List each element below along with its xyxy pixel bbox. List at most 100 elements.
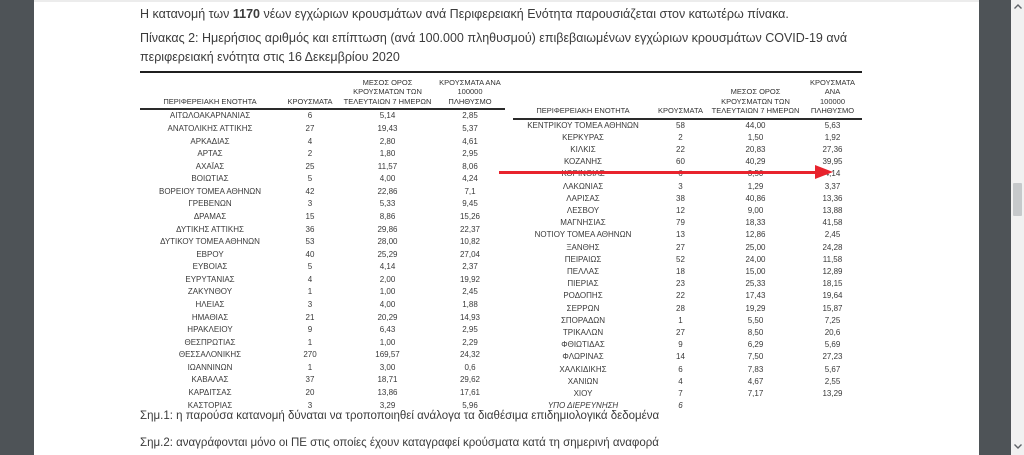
avg7-cell: 25,29 [377,249,398,259]
avg7-cell: 15,00 [745,266,766,276]
per100k-cell: 41,58 [822,218,843,228]
scrollbar-thumb[interactable] [1013,183,1022,216]
per100k-cell: 24,32 [459,350,481,360]
vertical-scrollbar[interactable] [1011,0,1024,455]
avg7-cell: 20,29 [377,312,398,322]
table-row: ΗΜΑΘΙΑΣ 21 20,29 14,93 [140,311,505,324]
per100k-cell: 5,37 [462,123,478,133]
table-row: ΒΟΙΩΤΙΑΣ 5 4,00 4,24 [140,173,505,186]
region-name-cell: ΑΡΚΑΔΙΑΣ [190,136,230,146]
avg7-cell: 5,14 [379,111,396,121]
per100k-cell: 18,15 [822,279,843,289]
cases-cell: 79 [676,218,685,228]
region-name-cell: ΣΕΡΡΩΝ [566,303,600,313]
per100k-cell: 13,88 [822,205,843,215]
cases-cell: 14 [676,352,685,362]
avg7-cell: 6,43 [379,325,396,335]
region-name-cell: ΠΕΛΛΑΣ [566,266,600,276]
avg7-cell: 5,33 [379,199,396,209]
region-name-cell: ΘΕΣΠΡΩΤΙΑΣ [184,337,236,347]
scroll-down-button[interactable] [1011,440,1024,453]
cases-cell: 4 [678,376,683,386]
per100k-cell: 1,88 [462,300,478,310]
region-name-cell: ΚΕΝΤΡΙΚΟΥ ΤΟΜΕΑ ΑΘΗΝΩΝ [527,120,639,130]
avg7-cell: 8,86 [379,211,396,221]
cases-tables: ΠΕΡΙΦΕΡΕΙΑΚΗ ΕΝΟΤΗΤΑ ΚΡΟΥΣΜΑΤΑ ΜΕΣΟΣ ΟΡΟ… [140,78,862,412]
per100k-cell: 24,28 [822,242,843,252]
avg7-cell: 9,00 [747,205,764,215]
table-row: ΑΧΑΪΑΣ 25 11,57 8,06 [140,160,505,173]
per100k-cell: 17,61 [459,388,481,398]
cases-cell: 2 [678,132,683,142]
avg7-cell: 29,86 [377,224,398,234]
region-name-cell: ΕΥΒΟΙΑΣ [192,262,228,272]
table-row: ΑΝΑΤΟΛΙΚΗΣ ΑΤΤΙΚΗΣ 27 19,43 5,37 [140,123,505,136]
avg7-cell: 8,50 [747,327,764,337]
cases-cell: 6 [678,401,683,411]
avg7-cell: 44,00 [745,120,766,130]
table-row: ΠΙΕΡΙΑΣ 23 25,33 18,15 [513,278,862,290]
cases-cell: 25 [305,161,315,171]
avg7-cell: 18,33 [745,218,766,228]
avg7-cell: 1,29 [747,181,764,191]
region-name-cell: ΚΟΖΑΝΗΣ [563,157,603,167]
page-top-shadow [34,0,979,2]
per100k-cell: 2,95 [462,149,478,159]
region-name-cell: ΘΕΣΣΑΛΟΝΙΚΗΣ [178,350,242,360]
cases-cell: 28 [676,303,685,313]
avg7-cell: 25,33 [745,279,766,289]
region-name-cell: ΑΝΑΤΟΛΙΚΗΣ ΑΤΤΙΚΗΣ [167,123,253,133]
cases-cell: 42 [305,186,315,196]
avg7-cell: 4,67 [747,376,764,386]
cases-cell: 5 [307,174,313,184]
col-header-per100k: ΚΡΟΥΣΜΑΤΑ ΑΝΑ 100000 ΠΛΗΘΥΣΜΟ [803,78,862,120]
per100k-cell: 5,96 [462,400,478,410]
table-header-row: ΠΕΡΙΦΕΡΕΙΑΚΗ ΕΝΟΤΗΤΑ ΚΡΟΥΣΜΑΤΑ ΜΕΣΟΣ ΟΡΟ… [513,78,862,120]
per100k-cell: 29,62 [459,375,481,385]
per100k-cell: 3,37 [824,181,841,191]
avg7-cell: 3,00 [379,362,396,372]
scroll-up-button[interactable] [1011,0,1024,13]
per100k-cell: 2,45 [824,230,841,240]
region-name-cell: ΦΘΙΩΤΙΔΑΣ [561,340,605,350]
region-name-cell: ΣΠΟΡΑΔΩΝ [560,315,606,325]
region-name-cell: ΚΟΡΙΝΘΙΑΣ [561,169,605,179]
cases-cell: 27 [305,123,315,133]
table-row: ΚΑΡΔΙΤΣΑΣ 20 13,86 17,61 [140,387,505,400]
cases-cell: 1 [307,337,313,347]
cases-cell: 1 [307,362,313,372]
table-row: ΚΕΝΤΡΙΚΟΥ ΤΟΜΕΑ ΑΘΗΝΩΝ 58 44,00 5,63 [513,119,862,132]
table-row: ΣΠΟΡΑΔΩΝ 1 5,50 7,25 [513,315,862,327]
avg7-cell: 1,00 [379,287,396,297]
cases-cell: 38 [676,193,685,203]
cases-table-right: ΠΕΡΙΦΕΡΕΙΑΚΗ ΕΝΟΤΗΤΑ ΚΡΟΥΣΜΑΤΑ ΜΕΣΟΣ ΟΡΟ… [513,78,862,412]
cases-cell: 270 [303,350,317,360]
region-name-cell: ΒΟΡΕΙΟΥ ΤΟΜΕΑ ΑΘΗΝΩΝ [158,186,262,196]
region-name-cell: ΑΙΤΩΛΟΑΚΑΡΝΑΝΙΑΣ [169,111,251,121]
per100k-cell: 22,37 [459,224,481,234]
cases-table-left: ΠΕΡΙΦΕΡΕΙΑΚΗ ΕΝΟΤΗΤΑ ΚΡΟΥΣΜΑΤΑ ΜΕΣΟΣ ΟΡΟ… [140,78,505,412]
table-row: ΚΑΣΤΟΡΙΑΣ 3 3,29 5,96 [140,399,505,412]
per100k-cell: 4,24 [462,174,478,184]
per100k-cell: 19,92 [459,274,481,284]
avg7-cell: 19,43 [377,123,398,133]
table-top-rule [140,71,862,73]
table-row: ΗΡΑΚΛΕΙΟΥ 9 6,43 2,95 [140,324,505,337]
region-name-cell: ΔΥΤΙΚΟΥ ΤΟΜΕΑ ΑΘΗΝΩΝ [160,237,260,247]
per100k-cell: 2,29 [462,337,478,347]
table-row: ΚΕΡΚΥΡΑΣ 2 1,50 1,92 [513,132,862,144]
region-name-cell: ΚΑΡΔΙΤΣΑΣ [188,388,232,398]
table-row: ΥΠΟ ΔΙΕΡΕΥΝΗΣΗ 6 [513,400,862,412]
per100k-cell: 2,55 [824,376,841,386]
table-row: ΛΑΚΩΝΙΑΣ 3 1,29 3,37 [513,181,862,193]
region-name-cell: ΥΠΟ ΔΙΕΡΕΥΝΗΣΗ [547,401,619,411]
per100k-cell: 27,23 [822,352,843,362]
cases-cell: 60 [676,157,685,167]
table-row: ΧΙΟΥ 7 7,17 13,29 [513,388,862,400]
avg7-cell: 2,00 [379,274,396,284]
table-row: ΚΟΖΑΝΗΣ 60 40,29 39,95 [513,156,862,168]
cases-cell: 9 [678,340,683,350]
per100k-cell: 13,36 [822,193,843,203]
table-row: ΔΥΤΙΚΗΣ ΑΤΤΙΚΗΣ 36 29,86 22,37 [140,223,505,236]
avg7-cell: 13,86 [377,388,398,398]
